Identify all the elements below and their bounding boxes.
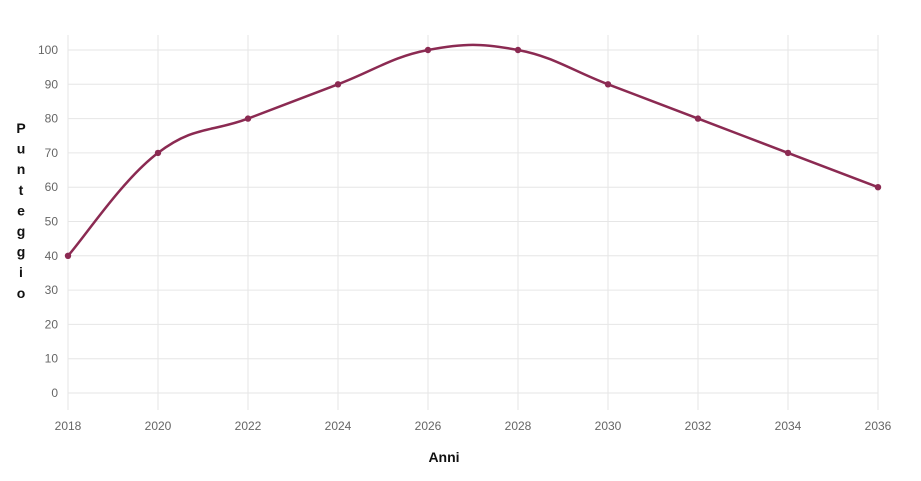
y-axis-title-letter: e bbox=[17, 202, 25, 218]
x-axis-title: Anni bbox=[428, 449, 459, 465]
y-tick-label: 30 bbox=[45, 283, 59, 297]
x-tick-label: 2036 bbox=[865, 419, 892, 433]
x-tick-label: 2034 bbox=[775, 419, 802, 433]
data-point bbox=[514, 46, 522, 54]
data-point bbox=[424, 46, 432, 54]
data-point bbox=[334, 81, 342, 88]
y-tick-label: 100 bbox=[38, 43, 58, 57]
x-tick-label: 2026 bbox=[415, 419, 442, 433]
data-point bbox=[694, 115, 702, 122]
y-tick-label: 80 bbox=[45, 112, 59, 126]
x-tick-label: 2020 bbox=[145, 419, 172, 433]
y-tick-label: 10 bbox=[45, 352, 59, 366]
y-axis-title-letter: o bbox=[17, 285, 26, 301]
y-axis-title-letter: i bbox=[19, 264, 23, 280]
data-points bbox=[64, 46, 882, 259]
y-axis-title-letter: u bbox=[17, 141, 26, 157]
y-axis-ticks: 0 10 20 30 40 50 60 70 80 90 100 bbox=[38, 43, 58, 400]
x-tick-label: 2018 bbox=[55, 419, 82, 433]
y-tick-label: 40 bbox=[45, 249, 59, 263]
y-tick-label: 90 bbox=[45, 77, 59, 91]
data-point bbox=[604, 81, 612, 88]
data-point bbox=[784, 149, 792, 157]
y-tick-label: 20 bbox=[45, 317, 59, 331]
x-tick-label: 2024 bbox=[325, 419, 352, 433]
data-point bbox=[874, 184, 882, 191]
data-point bbox=[64, 252, 72, 259]
y-tick-label: 60 bbox=[45, 180, 59, 194]
data-point bbox=[244, 115, 252, 122]
x-axis-ticks: 2018 2020 2022 2024 2026 2028 2030 2032 2034 2036 bbox=[55, 419, 892, 433]
grid-lines bbox=[67, 35, 879, 410]
x-tick-label: 2022 bbox=[235, 419, 262, 433]
x-tick-label: 2028 bbox=[505, 419, 532, 433]
series-line bbox=[66, 43, 880, 258]
data-point bbox=[154, 149, 162, 157]
x-tick-label: 2030 bbox=[595, 419, 622, 433]
y-axis-title-letter: g bbox=[17, 244, 26, 260]
y-axis-title-letter: n bbox=[17, 161, 26, 177]
x-tick-label: 2032 bbox=[685, 419, 712, 433]
y-axis-title-letter: g bbox=[17, 223, 26, 239]
y-tick-label: 0 bbox=[51, 386, 58, 400]
y-axis-title-letter: t bbox=[19, 182, 24, 198]
y-axis-title-letter: P bbox=[16, 120, 25, 136]
y-tick-label: 50 bbox=[45, 215, 59, 229]
y-tick-label: 70 bbox=[45, 146, 59, 160]
